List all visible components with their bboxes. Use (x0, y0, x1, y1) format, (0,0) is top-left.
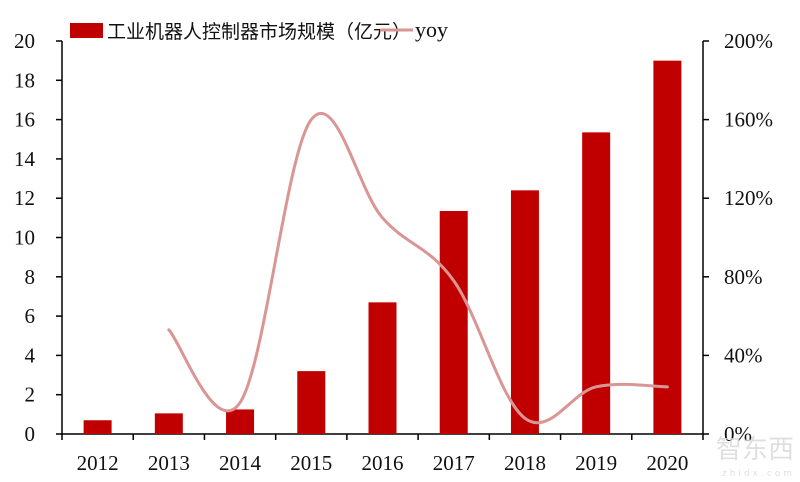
watermark-subtext: zhidx.com (722, 469, 795, 479)
bar-series (83, 60, 682, 435)
legend-line-label: yoy (415, 17, 448, 42)
left-tick-label: 18 (14, 68, 35, 92)
legend-bar-swatch (70, 23, 103, 38)
watermark: 智东西 zhidx.com (716, 435, 795, 479)
bar (582, 132, 611, 434)
x-tick-label: 2020 (646, 451, 688, 475)
left-tick-label: 14 (14, 147, 36, 171)
x-tick-label: 2012 (77, 451, 119, 475)
left-tick-label: 8 (25, 265, 36, 289)
bar (154, 413, 183, 434)
legend: 工业机器人控制器市场规模（亿元） yoy (70, 17, 448, 43)
left-tick-label: 20 (14, 29, 35, 53)
x-tick-label: 2018 (504, 451, 546, 475)
right-tick-label: 80% (724, 265, 763, 289)
bar (439, 210, 468, 434)
right-tick-label: 200% (724, 29, 773, 53)
left-tick-label: 10 (14, 226, 35, 250)
bar (83, 420, 112, 434)
x-tick-label: 2014 (219, 451, 262, 475)
legend-bar-label: 工业机器人控制器市场规模（亿元） (107, 21, 411, 43)
yoy-line-series (167, 111, 669, 425)
x-tick-label: 2017 (433, 451, 475, 475)
left-tick-label: 12 (14, 186, 35, 210)
x-tick-label: 2019 (575, 451, 617, 475)
bar (510, 190, 539, 434)
bar (368, 302, 397, 434)
x-tick-label: 2013 (148, 451, 190, 475)
right-y-axis: 0% 40% 80% 120% 160% 200% (702, 29, 773, 446)
left-tick-label: 0 (25, 422, 36, 446)
watermark-text: 智东西 (716, 435, 794, 465)
bar (297, 371, 326, 434)
bar (226, 409, 255, 434)
left-y-axis: 0 2 4 6 8 10 12 14 16 18 20 (14, 29, 63, 446)
x-tick-label: 2016 (362, 451, 404, 475)
left-tick-label: 2 (25, 383, 36, 407)
right-tick-label: 160% (724, 108, 773, 132)
bar (653, 60, 682, 435)
x-axis: 2012 2013 2014 2015 2016 2017 2018 2019 2020 (61, 433, 704, 475)
right-tick-label: 120% (724, 186, 773, 210)
right-tick-label: 40% (724, 343, 763, 367)
left-tick-label: 6 (25, 304, 36, 328)
right-tick-label: 0% (724, 422, 752, 446)
x-tick-label: 2015 (290, 451, 332, 475)
left-tick-label: 4 (25, 343, 36, 367)
left-tick-label: 16 (14, 108, 35, 132)
